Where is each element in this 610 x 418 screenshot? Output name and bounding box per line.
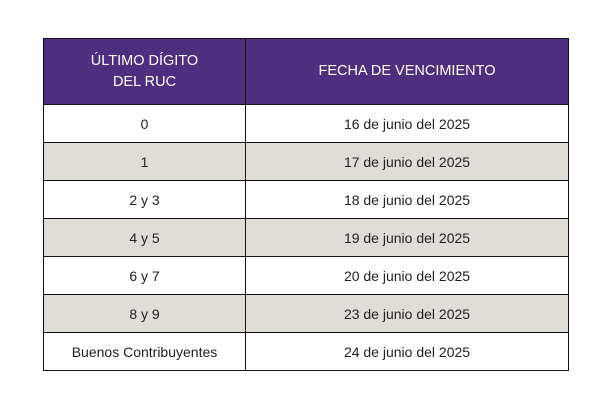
digit-cell: 8 y 9	[43, 294, 246, 333]
header-row: ÚLTIMO DÍGITO DEL RUC FECHA DE VENCIMIENT…	[43, 38, 569, 105]
table-row: 2 y 3 18 de junio del 2025	[43, 180, 569, 219]
date-cell: 23 de junio del 2025	[245, 294, 569, 333]
table-row: Buenos Contribuyentes 24 de junio del 202…	[43, 332, 569, 371]
digit-cell: 4 y 5	[43, 218, 246, 257]
digit-cell: Buenos Contribuyentes	[43, 332, 246, 371]
digit-cell: 2 y 3	[43, 180, 246, 219]
digit-cell: 0	[43, 104, 246, 143]
digit-cell: 1	[43, 142, 246, 181]
date-cell: 16 de junio del 2025	[245, 104, 569, 143]
table-row: 6 y 7 20 de junio del 2025	[43, 256, 569, 295]
table-row: 4 y 5 19 de junio del 2025	[43, 218, 569, 257]
date-cell: 24 de junio del 2025	[245, 332, 569, 371]
header-line1: ÚLTIMO DÍGITO	[90, 52, 199, 69]
table-row: 1 17 de junio del 2025	[43, 142, 569, 181]
digit-cell: 6 y 7	[43, 256, 246, 295]
header-last-digit: ÚLTIMO DÍGITO DEL RUC	[43, 38, 246, 105]
header-due-date: FECHA DE VENCIMIENTO	[245, 38, 569, 105]
date-cell: 17 de junio del 2025	[245, 142, 569, 181]
date-cell: 18 de junio del 2025	[245, 180, 569, 219]
table-row: 0 16 de junio del 2025	[43, 104, 569, 143]
date-cell: 20 de junio del 2025	[245, 256, 569, 295]
table-row: 8 y 9 23 de junio del 2025	[43, 294, 569, 333]
header-line2: DEL RUC	[112, 73, 177, 90]
due-dates-table: ÚLTIMO DÍGITO DEL RUC FECHA DE VENCIMIENT…	[43, 38, 569, 371]
date-cell: 19 de junio del 2025	[245, 218, 569, 257]
